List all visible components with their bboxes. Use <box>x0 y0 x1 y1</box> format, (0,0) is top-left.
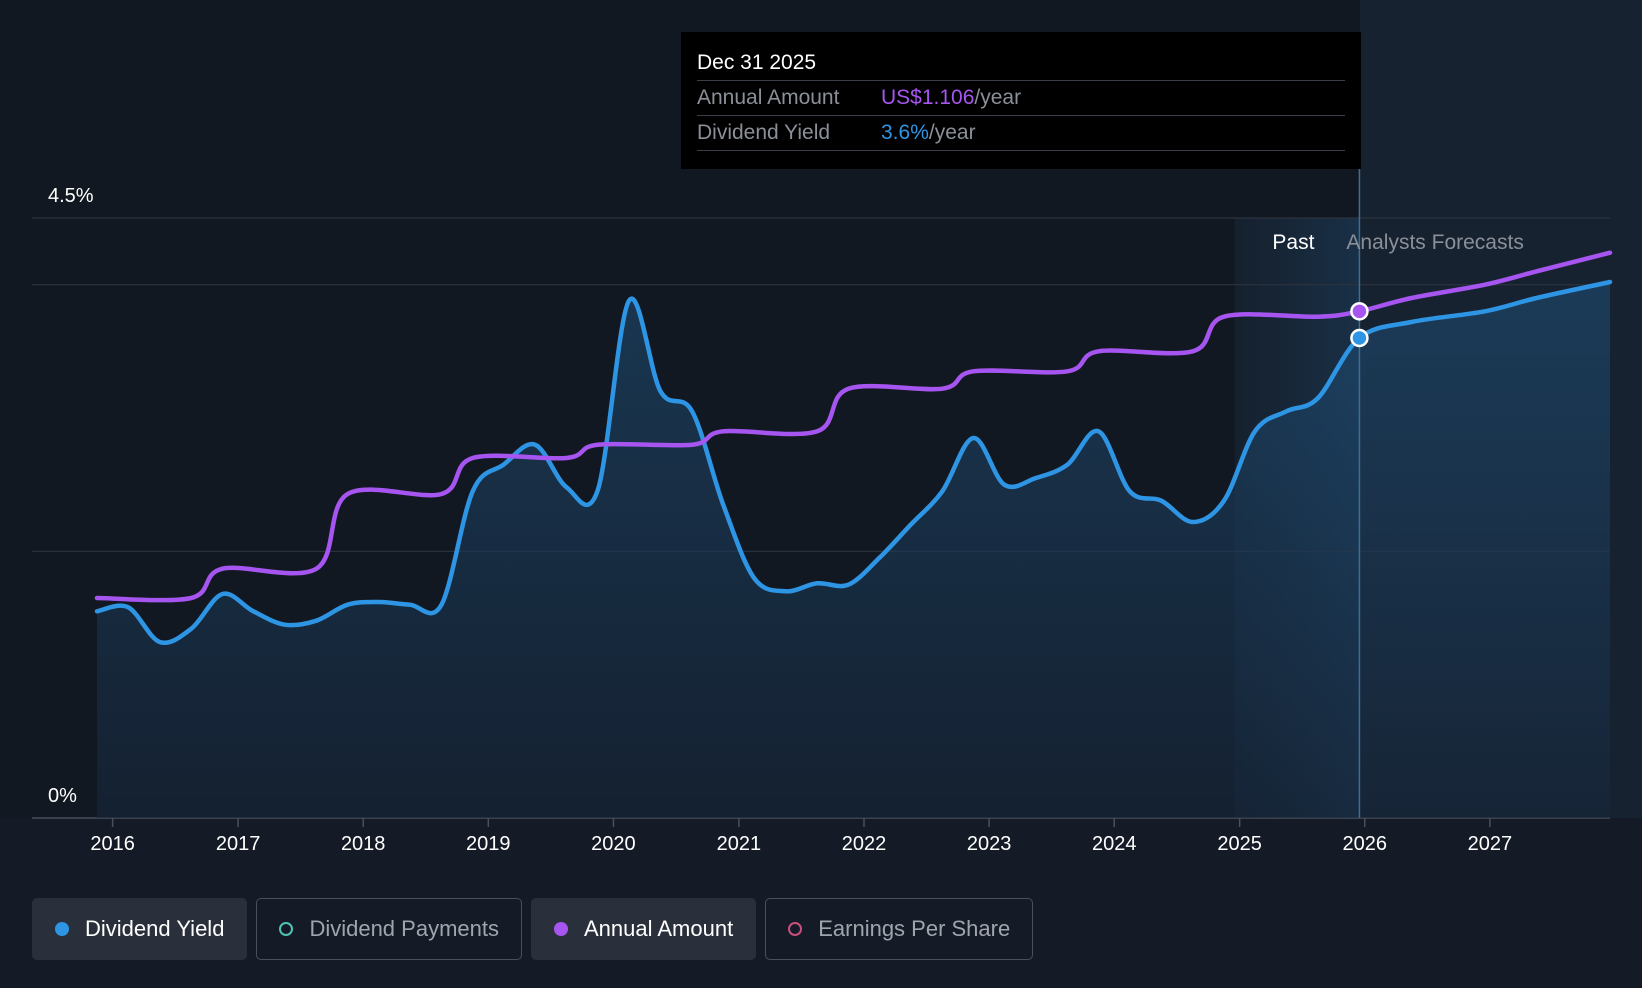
x-tick-label: 2016 <box>90 833 135 855</box>
x-tick-label: 2022 <box>842 833 887 855</box>
filled-dot-icon <box>553 922 568 936</box>
y-tick-label-top: 4.5% <box>48 185 94 207</box>
tooltip-date: Dec 31 2025 <box>697 46 1345 81</box>
hollow-dot-icon <box>788 922 803 936</box>
legend-item-earnings-per-share[interactable]: Earnings Per Share <box>765 898 1034 960</box>
tooltip-label: Dividend Yield <box>697 121 831 144</box>
tooltip-value: US$1.106/year <box>881 81 1021 115</box>
tooltip: Dec 31 2025 Annual Amount US$1.106/year … <box>681 32 1361 169</box>
x-tick-label: 2019 <box>466 833 511 855</box>
legend-item-dividend-payments[interactable]: Dividend Payments <box>256 898 522 960</box>
x-tick-label: 2020 <box>591 833 636 855</box>
x-tick-label: 2017 <box>216 833 261 855</box>
annual-amount-value: US$1.106 <box>881 86 975 109</box>
x-tick-label: 2023 <box>967 833 1012 855</box>
legend-item-dividend-yield[interactable]: Dividend Yield <box>32 898 248 960</box>
legend: Dividend Yield Dividend Payments Annual … <box>32 898 1042 960</box>
legend-label: Dividend Yield <box>85 916 225 941</box>
tooltip-value: 3.6%/year <box>881 116 976 150</box>
tooltip-label: Annual Amount <box>697 86 840 109</box>
x-tick-label: 2026 <box>1343 833 1388 855</box>
dividend-yield-area <box>97 282 1610 818</box>
annual-amount-line[interactable] <box>94 250 1613 603</box>
y-tick-label-bottom: 0% <box>48 785 77 807</box>
annual-amount-marker[interactable] <box>1350 302 1369 321</box>
x-tick-label: 2025 <box>1217 833 1262 855</box>
tooltip-suffix: /year <box>928 121 976 144</box>
past-label: Past <box>1272 231 1314 254</box>
legend-label: Earnings Per Share <box>818 916 1011 941</box>
x-tick-label: 2024 <box>1092 833 1137 855</box>
legend-label: Dividend Payments <box>309 916 499 941</box>
legend-item-annual-amount[interactable]: Annual Amount <box>530 898 757 960</box>
hollow-dot-icon <box>279 922 294 936</box>
analysts-forecasts-label: Analysts Forecasts <box>1346 231 1523 254</box>
tooltip-suffix: /year <box>974 86 1022 109</box>
dividend-yield-marker[interactable] <box>1350 328 1369 348</box>
x-tick-label: 2021 <box>717 833 762 855</box>
dividend-yield-value: 3.6% <box>881 121 929 144</box>
tooltip-row-dividend-yield: Dividend Yield 3.6%/year <box>697 116 1345 151</box>
dividend-yield-line[interactable] <box>94 279 1613 646</box>
x-tick-label: 2018 <box>341 833 386 855</box>
legend-label: Annual Amount <box>583 916 734 941</box>
tooltip-row-annual-amount: Annual Amount US$1.106/year <box>697 81 1345 116</box>
x-tick-label: 2027 <box>1468 833 1513 855</box>
filled-dot-icon <box>55 922 69 936</box>
